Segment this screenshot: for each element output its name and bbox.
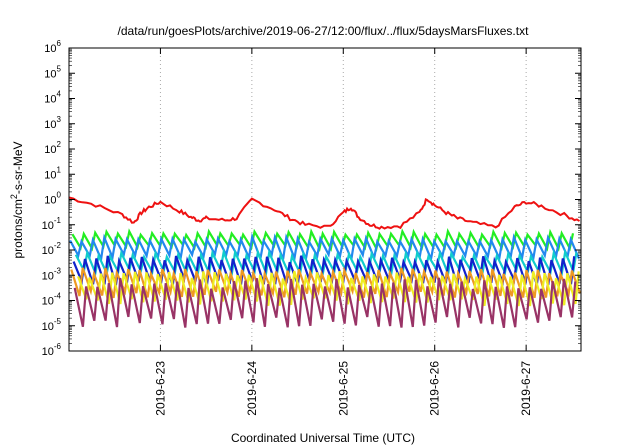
y-tick-label: 10-6 <box>42 342 62 358</box>
series-line-6 <box>70 266 582 299</box>
x-tick-label: 2019-6-23 <box>153 361 167 416</box>
y-tick-label: 10-4 <box>42 292 62 308</box>
grid-lines <box>159 48 527 351</box>
x-axis-label: Coordinated Universal Time (UTC) <box>231 431 415 445</box>
plot-frame <box>68 47 582 352</box>
y-axis-label: protons/cm2-s-sr-MeV <box>9 141 25 258</box>
y-tick-label: 10-5 <box>42 317 62 333</box>
y-tick-label: 10-3 <box>42 266 62 282</box>
x-axis-ticks: 2019-6-23 2019-6-24 2019-6-25 2019-6-26 2019… <box>153 48 533 416</box>
y-tick-label: 10-1 <box>42 216 62 232</box>
series-line-1 <box>68 196 581 230</box>
y-tick-label: 102 <box>44 140 61 156</box>
y-tick-label: 104 <box>44 90 61 106</box>
y-tick-label: 105 <box>44 64 61 80</box>
y-tick-label: 106 <box>44 39 61 55</box>
x-tick-label: 2019-6-27 <box>519 361 533 416</box>
series-line-2 <box>71 227 575 252</box>
x-tick-label: 2019-6-25 <box>336 361 350 416</box>
series-line-8 <box>73 277 577 329</box>
chart-title: /data/run/goesPlots/archive/2019-06-27/1… <box>118 24 530 38</box>
data-series <box>68 196 582 329</box>
y-axis-ticks: 10-6 10-5 10-4 10-3 10-2 10-1 100 101 102 103 104 1… <box>42 39 581 358</box>
y-tick-label: 10-2 <box>42 241 62 257</box>
y-tick-label: 103 <box>44 115 61 131</box>
x-tick-label: 2019-6-26 <box>428 361 442 416</box>
x-tick-label: 2019-6-24 <box>245 361 259 416</box>
y-tick-label: 101 <box>44 165 61 181</box>
y-tick-label: 100 <box>44 191 61 207</box>
